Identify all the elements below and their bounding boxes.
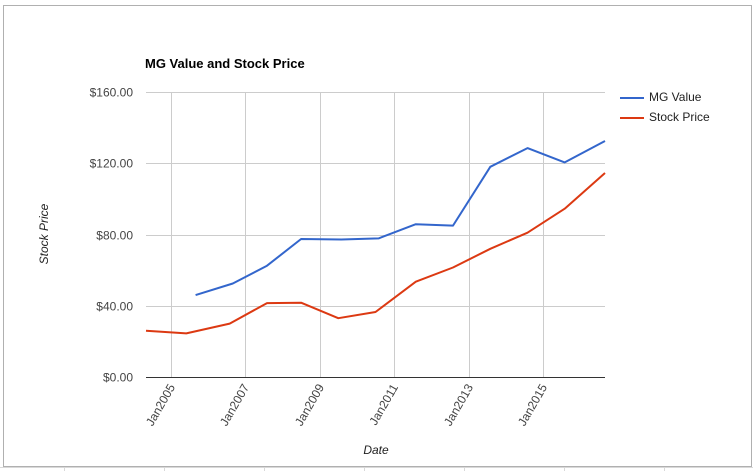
- legend-label-stock-price: Stock Price: [649, 110, 710, 124]
- x-tick-label: Jan2013: [441, 381, 476, 428]
- x-tick-label: Jan2011: [366, 381, 401, 427]
- y-tick-label: $0.00: [103, 371, 133, 385]
- legend-swatch-stock-price: [620, 117, 644, 119]
- chart-title: MG Value and Stock Price: [145, 56, 305, 71]
- series-line-stock-price[interactable]: [145, 172, 606, 335]
- x-tick-label: Jan2009: [292, 381, 327, 428]
- x-tick-label: Jan2015: [515, 381, 550, 428]
- x-tick-label: Jan2005: [143, 381, 178, 428]
- y-tick-label: $40.00: [96, 300, 133, 314]
- x-tick-label: Jan2007: [217, 381, 252, 428]
- x-axis-label: Date: [363, 443, 389, 457]
- legend-label-mg-value: MG Value: [649, 90, 702, 104]
- y-tick-label: $80.00: [96, 229, 133, 243]
- y-tick-label: $160.00: [90, 86, 134, 100]
- legend-swatch-mg-value: [620, 97, 644, 99]
- y-tick-label: $120.00: [90, 157, 134, 171]
- series-line-mg-value[interactable]: [195, 140, 606, 297]
